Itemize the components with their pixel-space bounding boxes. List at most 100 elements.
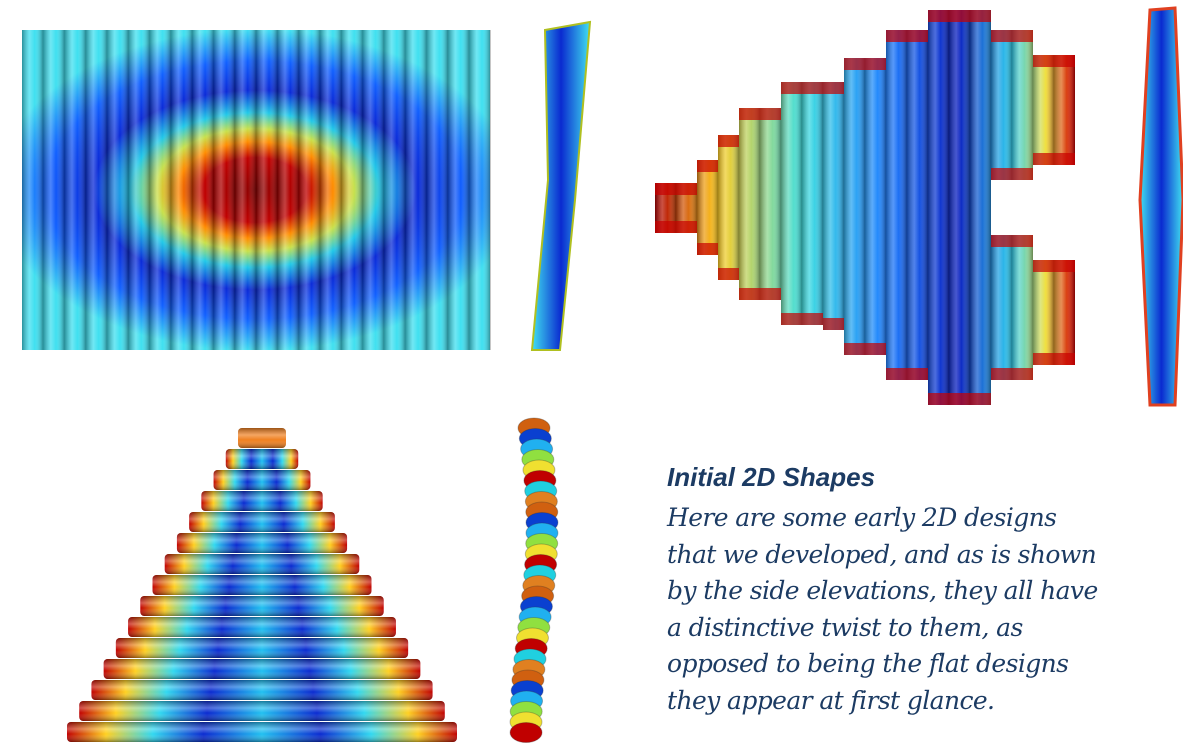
column-cap <box>1054 153 1075 165</box>
column-cap <box>676 183 697 195</box>
cylinder-shade <box>970 10 991 405</box>
cylinder-shade <box>238 428 286 448</box>
column-cap <box>739 108 760 120</box>
column-cap <box>970 10 991 22</box>
column-cap <box>949 393 970 405</box>
cylinder-shade <box>907 30 928 380</box>
cylinder-shade <box>214 470 311 490</box>
cylinder-shade <box>928 10 949 405</box>
cylinder-shade <box>235 30 256 350</box>
cylinder-shade <box>278 30 299 350</box>
cylinder-shade <box>129 30 150 350</box>
caption-line: a distinctive twist to them, as <box>667 610 1098 647</box>
cylinder-shade <box>1012 235 1033 380</box>
cylinder-shade <box>363 30 384 350</box>
cylinder-shade <box>140 596 383 616</box>
cylinder-shade <box>949 10 970 405</box>
column-cap <box>760 108 781 120</box>
column-cap <box>928 393 949 405</box>
cylinder-shade <box>427 30 448 350</box>
cylinder-shade <box>844 58 865 355</box>
column-cap <box>1033 55 1054 67</box>
column-cap <box>991 368 1012 380</box>
column-cap <box>655 221 676 233</box>
cylinder-shade <box>823 82 844 330</box>
cylinder-shade <box>116 638 408 658</box>
cylinder-shade <box>865 58 886 355</box>
column-cap <box>844 343 865 355</box>
column-cap <box>1012 168 1033 180</box>
caption-line: they appear at first glance. <box>667 683 1098 720</box>
column-cap <box>718 268 739 280</box>
column-cap <box>928 10 949 22</box>
cylinder-shade <box>469 30 490 350</box>
column-cap <box>781 313 802 325</box>
cylinder-shade <box>128 617 396 637</box>
cylinder-shade <box>802 82 823 325</box>
cylinder-shade <box>165 554 360 574</box>
cylinder-shade <box>201 491 322 511</box>
cylinder-shade <box>760 108 781 300</box>
column-cap <box>739 288 760 300</box>
cylinder-shade <box>256 30 277 350</box>
column-cap <box>823 82 844 94</box>
column-cap <box>802 82 823 94</box>
column-cap <box>1012 30 1033 42</box>
column-cap <box>1012 235 1033 247</box>
cylinder-shade <box>342 30 363 350</box>
cylinder-shade <box>86 30 107 350</box>
cylinder-shade <box>1054 55 1075 165</box>
column-cap <box>886 30 907 42</box>
page: Initial 2D Shapes Here are some early 2D… <box>0 0 1183 754</box>
cylinder-shade <box>1012 30 1033 180</box>
cylinder-shade <box>150 30 171 350</box>
cylinder-shade <box>107 30 128 350</box>
cylinder-shade <box>226 449 298 469</box>
cylinder-shade <box>384 30 405 350</box>
cylinder-shade <box>79 701 445 721</box>
caption-line: Here are some early 2D designs <box>667 500 1098 537</box>
column-cap <box>676 221 697 233</box>
cylinder-shade <box>43 30 64 350</box>
wedge-side-elevation <box>1140 8 1183 405</box>
cylinder-shade <box>1033 55 1054 165</box>
cylinder-shade <box>697 160 718 255</box>
column-cap <box>865 343 886 355</box>
column-cap <box>802 313 823 325</box>
cylinder-shade <box>104 659 421 679</box>
column-cap <box>655 183 676 195</box>
cylinder-shade <box>22 30 43 350</box>
cylinder-shade <box>448 30 469 350</box>
cylinder-shade <box>177 533 347 553</box>
column-cap <box>1054 353 1075 365</box>
column-cap <box>1033 260 1054 272</box>
column-cap <box>1012 368 1033 380</box>
column-cap <box>949 10 970 22</box>
column-cap <box>907 368 928 380</box>
column-cap <box>991 168 1012 180</box>
column-cap <box>781 82 802 94</box>
column-cap <box>1033 353 1054 365</box>
column-cap <box>760 288 781 300</box>
cylinder-shade <box>153 575 372 595</box>
rect-side-elevation <box>532 22 590 350</box>
cylinder-shade <box>1054 260 1075 365</box>
cylinder-shade <box>214 30 235 350</box>
column-cap <box>1054 260 1075 272</box>
cylinder-shade <box>65 30 86 350</box>
column-cap <box>970 393 991 405</box>
column-cap <box>991 235 1012 247</box>
disc <box>510 723 542 743</box>
column-cap <box>1054 55 1075 67</box>
cylinder-shade <box>781 82 802 325</box>
column-cap <box>865 58 886 70</box>
column-cap <box>991 30 1012 42</box>
cylinder-shade <box>991 235 1012 380</box>
cylinder-shade <box>1033 260 1054 365</box>
column-cap <box>1033 153 1054 165</box>
cylinder-shade <box>405 30 426 350</box>
cylinder-shade <box>171 30 192 350</box>
column-cap <box>823 318 844 330</box>
cylinder-shade <box>718 135 739 280</box>
